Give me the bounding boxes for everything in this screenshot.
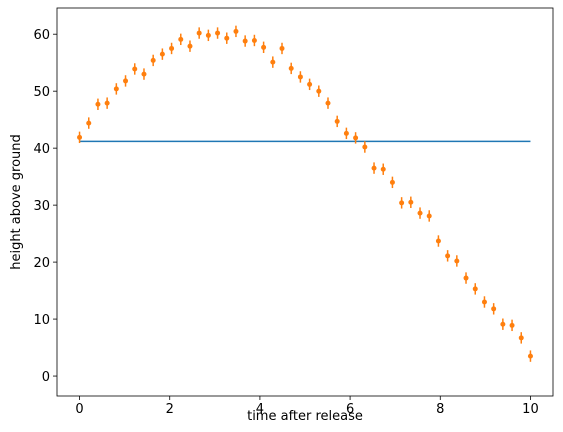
point [500, 321, 506, 327]
point [77, 134, 83, 140]
point [316, 88, 322, 94]
point [472, 286, 478, 292]
point [417, 210, 423, 216]
point [242, 38, 248, 44]
point [215, 30, 221, 36]
point [380, 166, 386, 172]
x-tick-label: 4 [256, 402, 264, 417]
point [159, 51, 165, 57]
point [251, 37, 257, 43]
point [353, 135, 359, 141]
y-tick-label: 10 [33, 313, 50, 328]
point [325, 100, 331, 106]
point [426, 213, 432, 219]
point [169, 45, 175, 51]
axes-frame [56, 7, 554, 397]
point [362, 144, 368, 150]
point [141, 71, 147, 77]
point [261, 44, 267, 50]
point [150, 57, 156, 63]
x-tick-label: 0 [75, 402, 83, 417]
point [123, 78, 129, 84]
x-axis-label: time after release [247, 409, 363, 424]
y-axis-label: height above ground [9, 134, 24, 270]
point [389, 179, 395, 185]
point [205, 32, 211, 38]
point [104, 100, 110, 106]
x-tick-label: 6 [346, 402, 354, 417]
x-tick-label: 2 [166, 402, 174, 417]
point [491, 306, 497, 312]
point [86, 120, 92, 126]
x-tick-label: 8 [436, 402, 444, 417]
point [233, 28, 239, 34]
point [371, 165, 377, 171]
point [297, 74, 303, 80]
point [509, 322, 515, 328]
point [95, 101, 101, 107]
point [334, 118, 340, 124]
point [527, 353, 533, 359]
point [435, 238, 441, 244]
y-tick-label: 20 [33, 256, 50, 271]
point [463, 275, 469, 281]
point [224, 35, 230, 41]
point [187, 43, 193, 49]
point [518, 335, 524, 341]
x-tick-label: 10 [522, 402, 539, 417]
point [481, 299, 487, 305]
point [399, 200, 405, 206]
y-tick-label: 50 [33, 85, 50, 100]
point [178, 36, 184, 42]
y-tick-label: 0 [42, 370, 50, 385]
point [196, 30, 202, 36]
point [343, 130, 349, 136]
point [132, 66, 138, 72]
point [408, 199, 414, 205]
point [454, 258, 460, 264]
point [445, 253, 451, 259]
point [307, 81, 313, 87]
y-tick-label: 60 [33, 28, 50, 43]
y-tick-label: 40 [33, 142, 50, 157]
y-tick-label: 30 [33, 199, 50, 214]
point [279, 45, 285, 51]
point [113, 86, 119, 92]
point [270, 59, 276, 65]
point [288, 65, 294, 71]
